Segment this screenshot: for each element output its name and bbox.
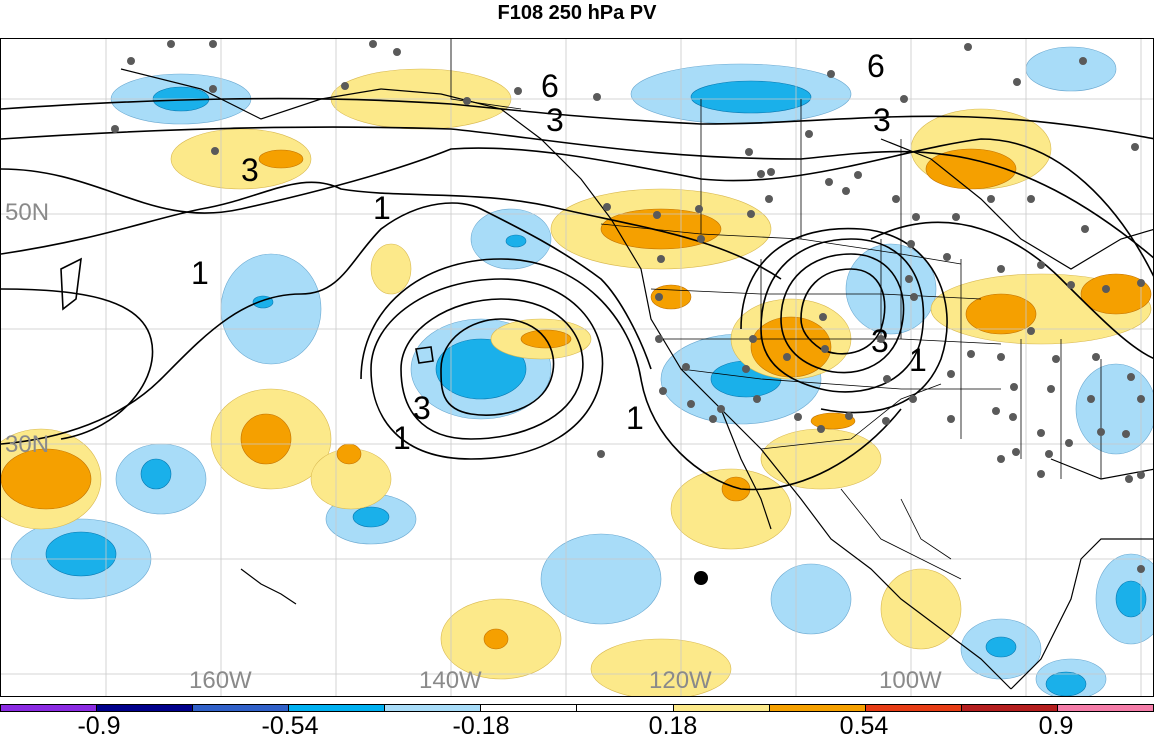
colorbar-tick-label: -0.54 <box>261 712 319 740</box>
pv-contours <box>1 97 1153 491</box>
contour-label: 3 <box>873 102 891 138</box>
colorbar-segment <box>960 705 1057 711</box>
contour-label: 1 <box>373 190 391 226</box>
colorbar <box>0 704 1154 712</box>
colorbar-segment <box>192 705 289 711</box>
colorbar-segment <box>96 705 193 711</box>
longitude-label: 160W <box>189 667 252 694</box>
colorbar-segment <box>1 705 97 711</box>
colorbar-tick-label: 0.9 <box>1038 712 1074 740</box>
colorbar-tick-label: 0.18 <box>648 712 698 740</box>
contour-label: 1 <box>626 400 644 436</box>
colorbar-segment <box>288 705 385 711</box>
colorbar-segment <box>864 705 961 711</box>
latitude-label: 30N <box>5 431 50 458</box>
station-markers <box>111 40 1145 573</box>
graticule <box>1 39 1153 696</box>
colorbar-tick-label: -0.9 <box>77 712 121 740</box>
negative-pv-fill <box>10 46 1153 696</box>
colorbar-segment <box>384 705 481 711</box>
latitude-label: 50N <box>5 199 50 226</box>
contour-label: 1 <box>393 420 411 456</box>
map-title: F108 250 hPa PV <box>497 2 657 24</box>
contour-label: 3 <box>241 152 259 188</box>
focus-point <box>694 571 708 585</box>
political-borders <box>450 39 1102 580</box>
colorbar-segment <box>576 705 673 711</box>
map-canvas: 6 6 3 3 3 3 3 1 1 1 1 1 <box>1 39 1153 696</box>
coastlines <box>120 68 1153 690</box>
colorbar-segment <box>768 705 865 711</box>
longitude-label: 140W <box>419 667 482 694</box>
contour-label: 3 <box>413 390 431 426</box>
contour-label: 1 <box>909 342 927 378</box>
contour-label: 6 <box>541 68 559 104</box>
longitude-label: 120W <box>649 667 712 694</box>
contour-label: 1 <box>191 255 209 291</box>
longitude-label: 100W <box>879 667 942 694</box>
contour-label: 3 <box>546 102 564 138</box>
colorbar-segment <box>672 705 769 711</box>
colorbar-segment <box>480 705 577 711</box>
colorbar-segment <box>1056 705 1153 711</box>
contour-label: 6 <box>867 48 885 84</box>
colorbar-tick-label: -0.18 <box>452 712 510 740</box>
map-panel: 6 6 3 3 3 3 3 1 1 1 1 1 <box>0 38 1154 697</box>
colorbar-labels: -0.9 -0.54 -0.18 0.18 0.54 0.9 <box>0 712 1154 740</box>
colorbar-tick-label: 0.54 <box>839 712 889 740</box>
